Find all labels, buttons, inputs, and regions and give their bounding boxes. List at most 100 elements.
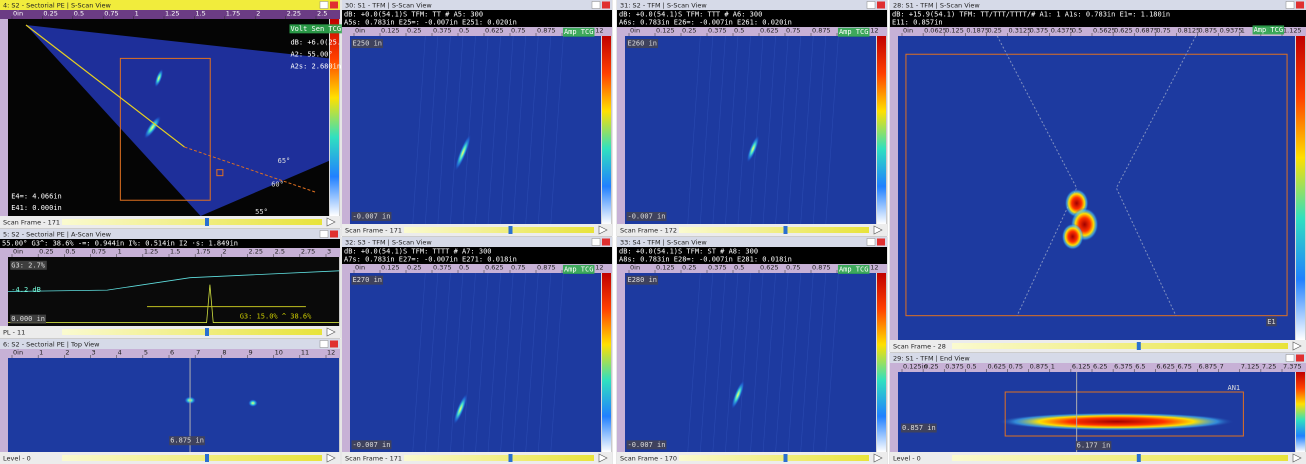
ruler-label: 0.75 [92, 248, 106, 256]
slider-thumb[interactable] [1137, 342, 1141, 350]
ruler-label: 0.3125 [1009, 27, 1032, 35]
slider-thumb[interactable] [784, 226, 788, 234]
color-scale [1296, 36, 1305, 340]
ruler-label: 0.75 [1009, 363, 1023, 371]
slider-thumb[interactable] [509, 226, 513, 234]
maximize-button[interactable] [320, 2, 328, 9]
left-ruler [0, 19, 8, 216]
ruler-label: 1 [1051, 363, 1055, 371]
maximize-button[interactable] [1286, 355, 1294, 362]
slider-track[interactable] [679, 455, 869, 461]
maximize-button[interactable] [592, 2, 600, 9]
maximize-button[interactable] [320, 341, 328, 348]
close-button[interactable] [330, 341, 338, 348]
overlay-label: E1 [1267, 318, 1275, 326]
slider-thumb[interactable] [1137, 454, 1141, 462]
panel-title: 33: S4 - TFM | S-Scan View [620, 239, 707, 247]
overlay-label: -4.2 dB [11, 286, 41, 294]
close-button[interactable] [877, 239, 885, 246]
slider-track[interactable] [952, 455, 1288, 461]
ruler-label: 0.1875 [966, 27, 989, 35]
ruler-label: 0in [355, 27, 365, 35]
close-button[interactable] [602, 2, 610, 9]
slider-track[interactable] [952, 343, 1288, 349]
indication [248, 399, 258, 407]
left-ruler [0, 257, 8, 326]
ruler-label: 0.5625 [1093, 27, 1116, 35]
readout: A8s: 0.783in E28=: -0.007in E281: 0.018i… [619, 256, 792, 264]
slider-track[interactable] [679, 227, 869, 233]
ruler-label: 0.125 [656, 264, 675, 272]
ruler-label: 0.25 [407, 264, 421, 272]
ruler-label: 3 [92, 349, 96, 357]
ruler-label: 0.375 [433, 27, 452, 35]
ruler-label: 6.125 [1072, 363, 1091, 371]
ruler-label: 1 [39, 349, 43, 357]
ruler-label: 2.25 [287, 10, 301, 18]
ruler-label: 0.375 [1030, 27, 1049, 35]
inspection-screen: 4: S2 - Sectorial PE | S-Scan View0in0.2… [0, 0, 1306, 464]
maximize-button[interactable] [867, 239, 875, 246]
ruler-label: 0.375 [708, 27, 727, 35]
overlay-label: dB: +6.0(25.0) [290, 39, 349, 47]
frame-control[interactable]: Scan Frame - 171 [345, 455, 402, 463]
overlay-label: Amp TCG [839, 265, 869, 273]
slider-track[interactable] [62, 329, 322, 335]
panel-title: 32: S3 - TFM | S-Scan View [345, 239, 432, 247]
color-scale [877, 36, 886, 224]
ruler-label: 0.125 [656, 27, 675, 35]
slider-thumb[interactable] [784, 454, 788, 462]
maximize-button[interactable] [1286, 2, 1294, 9]
close-button[interactable] [1296, 355, 1304, 362]
frame-control[interactable]: Scan Frame - 171 [345, 227, 402, 235]
frame-control[interactable]: Scan Frame - 28 [893, 343, 946, 351]
slider-track[interactable] [62, 455, 322, 461]
ruler-label: 7.125 [1241, 363, 1260, 371]
slider-thumb[interactable] [205, 218, 209, 226]
slider-track[interactable] [62, 219, 322, 225]
slider-thumb[interactable] [205, 328, 209, 336]
left-ruler [617, 36, 625, 224]
close-button[interactable] [330, 2, 338, 9]
ruler-label: 0.875 [1030, 363, 1049, 371]
ruler-label: 0.875 [537, 264, 556, 272]
ruler-label: 1.125 [1283, 27, 1302, 35]
frame-control[interactable]: Scan Frame - 171 [3, 219, 60, 227]
color-scale [602, 273, 611, 452]
ruler-label: 0.75 [1156, 27, 1170, 35]
frame-control[interactable]: Scan Frame - 172 [620, 227, 677, 235]
ruler-label: 0.5 [65, 248, 75, 256]
frame-control[interactable]: Scan Frame - 170 [620, 455, 677, 463]
maximize-button[interactable] [592, 239, 600, 246]
close-button[interactable] [877, 2, 885, 9]
overlay-label: Amp TCG [839, 28, 869, 36]
overlay-label: 65° [278, 157, 291, 165]
left-ruler [617, 273, 625, 452]
overlay-label: 0.000 in [11, 315, 45, 323]
panel-title: 31: S2 - TFM | S-Scan View [620, 2, 707, 10]
ruler-label: 0.5 [966, 363, 976, 371]
ruler-label: 10 [275, 349, 283, 357]
frame-control[interactable]: PL - 11 [3, 329, 25, 337]
slider-track[interactable] [404, 227, 594, 233]
close-button[interactable] [1296, 2, 1304, 9]
ruler-label: 0.25 [43, 10, 57, 18]
slider-thumb[interactable] [205, 454, 209, 462]
slider-track[interactable] [404, 455, 594, 461]
close-button[interactable] [602, 239, 610, 246]
ruler-label: 0.125 [381, 264, 400, 272]
ruler-label: 0.625 [485, 264, 504, 272]
frame-control[interactable]: Level - 0 [893, 455, 921, 463]
ruler-label: 0in [13, 349, 23, 357]
panel-title: 28: S1 - TFM | S-Scan View [893, 2, 980, 10]
slider-thumb[interactable] [509, 454, 513, 462]
ruler-label: 0in [13, 10, 23, 18]
ruler-label: 7 [196, 349, 200, 357]
close-button[interactable] [330, 231, 338, 238]
maximize-button[interactable] [320, 231, 328, 238]
frame-control[interactable]: Level - 0 [3, 455, 31, 463]
ruler-label: 0.8125 [1177, 27, 1200, 35]
ruler-label: 6.875 [1199, 363, 1218, 371]
maximize-button[interactable] [867, 2, 875, 9]
readout: dB: +0.0(54.1)S TFM: TTTT # A7: 300 [344, 248, 492, 256]
